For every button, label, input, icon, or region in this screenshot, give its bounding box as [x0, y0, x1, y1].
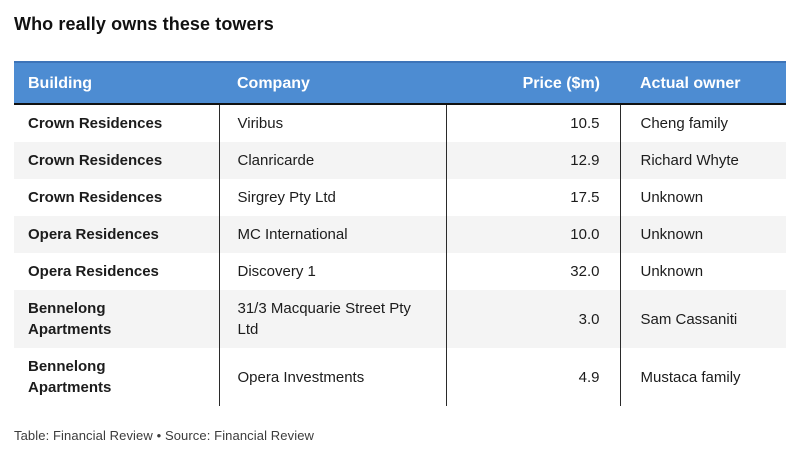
- price-cell: 12.9: [445, 142, 620, 179]
- building-cell: Bennelong Apartments: [28, 300, 112, 338]
- column-header-owner: Actual owner: [620, 61, 786, 105]
- table-body: Crown Residences Viribus 10.5 Cheng fami…: [14, 104, 786, 406]
- price-cell: 10.0: [445, 216, 620, 253]
- ownership-table: Building Company Price ($m) Actual owner…: [14, 61, 786, 406]
- price-cell: 32.0: [445, 253, 620, 290]
- company-cell: Discovery 1: [218, 253, 446, 290]
- owner-cell: Mustaca family: [619, 348, 786, 406]
- owner-cell: Richard Whyte: [619, 142, 786, 179]
- column-header-building: Building: [14, 61, 219, 105]
- owner-cell: Unknown: [619, 179, 786, 216]
- company-cell: Sirgrey Pty Ltd: [218, 179, 446, 216]
- price-cell: 4.9: [445, 348, 620, 406]
- page-title: Who really owns these towers: [14, 14, 274, 34]
- table-row: Opera Residences Discovery 1 32.0 Unknow…: [14, 253, 786, 290]
- table-row: Crown Residences Sirgrey Pty Ltd 17.5 Un…: [14, 179, 786, 216]
- table-header: Building Company Price ($m) Actual owner: [14, 61, 786, 105]
- building-cell: Crown Residences: [28, 115, 163, 132]
- owner-cell: Cheng family: [619, 104, 786, 142]
- owner-cell: Unknown: [619, 216, 786, 253]
- column-header-price: Price ($m): [446, 61, 620, 105]
- owner-cell: Sam Cassaniti: [619, 290, 786, 348]
- company-cell: MC International: [218, 216, 446, 253]
- price-cell: 17.5: [445, 179, 620, 216]
- price-cell: 3.0: [445, 290, 620, 348]
- company-cell: Viribus: [218, 104, 446, 142]
- table-row: Bennelong Apartments 31/3 Macquarie Stre…: [14, 290, 786, 348]
- source-attribution: Table: Financial Review • Source: Financ…: [14, 428, 315, 443]
- table-row: Opera Residences MC International 10.0 U…: [14, 216, 786, 253]
- price-cell: 10.5: [445, 104, 620, 142]
- page: Who really owns these towers Building Co…: [14, 14, 786, 443]
- company-cell: Clanricarde: [218, 142, 446, 179]
- building-cell: Opera Residences: [28, 263, 159, 280]
- column-header-company: Company: [219, 61, 446, 105]
- building-cell: Crown Residences: [28, 152, 163, 169]
- table-row: Crown Residences Viribus 10.5 Cheng fami…: [14, 104, 786, 142]
- building-cell: Crown Residences: [28, 189, 163, 206]
- table-row: Bennelong Apartments Opera Investments 4…: [14, 348, 786, 406]
- company-cell: 31/3 Macquarie Street Pty Ltd: [218, 290, 446, 348]
- building-cell: Bennelong Apartments: [28, 358, 112, 396]
- header-row: Building Company Price ($m) Actual owner: [14, 61, 786, 105]
- owner-cell: Unknown: [619, 253, 786, 290]
- table-row: Crown Residences Clanricarde 12.9 Richar…: [14, 142, 786, 179]
- company-cell: Opera Investments: [218, 348, 446, 406]
- building-cell: Opera Residences: [28, 226, 159, 243]
